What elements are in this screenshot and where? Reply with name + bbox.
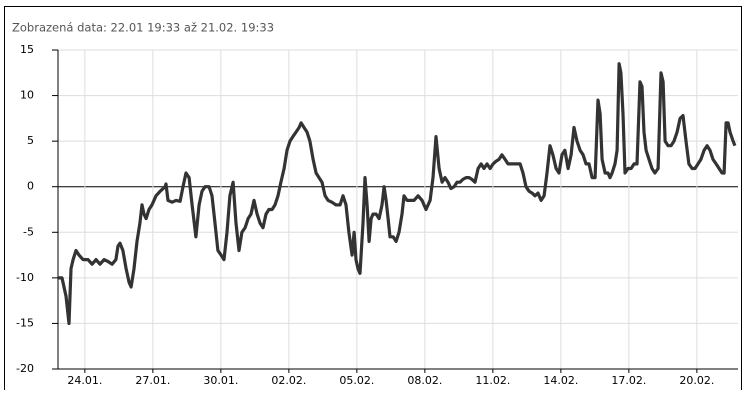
chart-title: Zobrazená data: 22.01 19:33 až 21.02. 19… <box>12 21 274 35</box>
x-tick-label: 17.02. <box>611 374 646 387</box>
frame <box>4 6 742 394</box>
x-tick-label: 08.02. <box>407 374 442 387</box>
x-tick-label: 05.02. <box>339 374 374 387</box>
y-tick-label: 5 <box>27 134 34 147</box>
x-tick-label: 11.02. <box>475 374 510 387</box>
x-tick-label: 27.01. <box>135 374 170 387</box>
y-tick-label: 15 <box>20 43 34 56</box>
x-tick-label: 20.02. <box>679 374 714 387</box>
y-tick-label: -15 <box>16 316 34 329</box>
x-tick-label: 02.02. <box>271 374 306 387</box>
y-tick-label: -20 <box>16 362 34 375</box>
y-tick-label: 0 <box>27 180 34 193</box>
y-tick-label: 10 <box>20 89 34 102</box>
data-line <box>58 62 737 325</box>
y-tick-label: -5 <box>23 225 34 238</box>
x-tick-label: 30.01. <box>203 374 238 387</box>
x-tick-label: 14.02. <box>543 374 578 387</box>
y-tick-label: -10 <box>16 271 34 284</box>
x-tick-label: 24.01. <box>67 374 102 387</box>
